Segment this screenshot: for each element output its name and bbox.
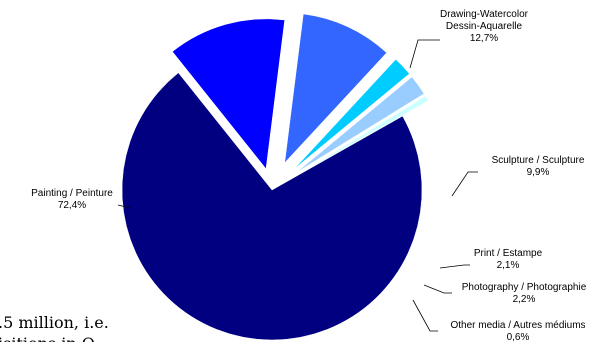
slice-label-1-line-2: 72,4% xyxy=(58,200,86,211)
slice-label-3-line-2: 9,9% xyxy=(527,167,550,178)
slice-label-2-line-3: 12,7% xyxy=(470,33,498,44)
leader-line-3 xyxy=(451,171,478,197)
background-text-line-2: isitions in Q xyxy=(0,334,95,342)
pie-slice-6 xyxy=(297,95,429,175)
pie-slice-4 xyxy=(293,59,410,170)
pie-slice-1 xyxy=(121,72,423,341)
slice-label-6-line-1: Other media / Autres médiums xyxy=(450,320,585,331)
pie-slice-2 xyxy=(172,18,285,170)
slice-label-1-line-1: Painting / Peinture xyxy=(31,188,113,199)
background-text-line-1: .5 million, i.e. xyxy=(0,313,109,332)
slice-label-3-line-1: Sculpture / Sculpture xyxy=(492,155,585,166)
slice-label-4-line-1: Print / Estampe xyxy=(474,248,543,259)
pie-slice-3 xyxy=(284,13,387,164)
slice-label-2-line-2: Dessin-Aquarelle xyxy=(446,21,523,32)
slice-label-6-line-2: 0,6% xyxy=(507,332,530,342)
pie-slice-5 xyxy=(296,76,425,173)
slice-label-4-line-2: 2,1% xyxy=(497,260,520,271)
leader-line-4 xyxy=(439,264,470,269)
leader-line-2 xyxy=(409,39,440,69)
slice-label-5-line-2: 2,2% xyxy=(513,294,536,305)
leader-line-6 xyxy=(412,299,438,332)
leader-line-5 xyxy=(423,284,452,294)
leader-line-1 xyxy=(117,204,131,209)
slice-label-5-line-1: Photography / Photographie xyxy=(462,282,587,293)
slice-label-2-line-1: Drawing-Watercolor xyxy=(440,9,529,20)
